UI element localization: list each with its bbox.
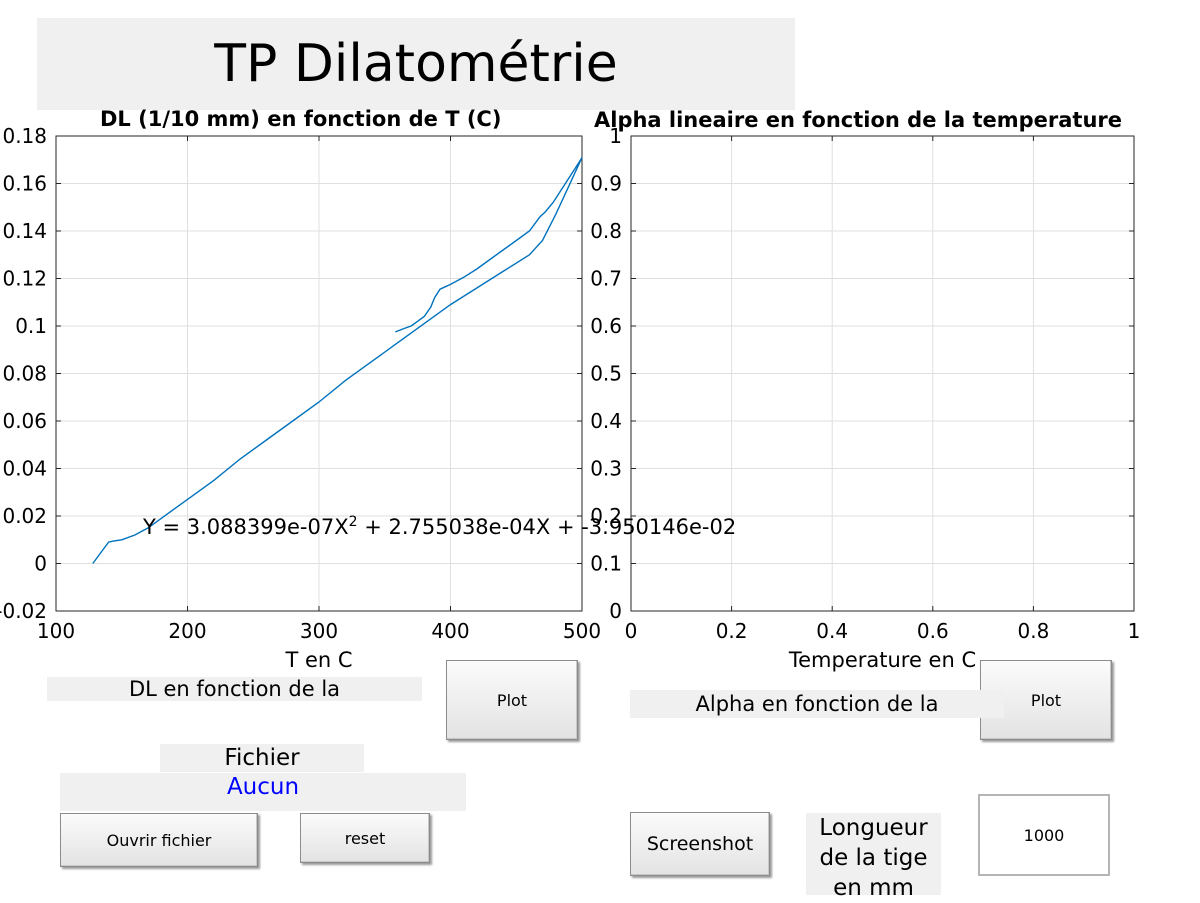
alpha-ytick-label-6: 0.6 (590, 314, 622, 338)
left-axes-title: DL (1/10 mm) en fonction de T (C) (100, 107, 502, 131)
screenshot-button[interactable]: Screenshot (630, 812, 770, 876)
app-title: TP Dilatométrie (214, 34, 618, 94)
length-label-line1: Longueur (819, 815, 928, 841)
alpha-xlabel: Temperature en C (788, 648, 976, 672)
length-label-line2: de la tige (819, 845, 928, 871)
open-file-button[interactable]: Ouvrir fichier (60, 813, 258, 867)
dl-label-panel: DL en fonction de la (47, 677, 422, 701)
dl-ytick-label-5: 0.08 (2, 362, 47, 386)
file-label: Fichier (224, 745, 300, 771)
alpha-ytick-label-9: 0.9 (590, 172, 622, 196)
file-name: Aucun (226, 774, 300, 800)
alpha-xtick-label-0: 0 (625, 619, 638, 643)
dl-ytick-label-3: 0.04 (2, 457, 47, 481)
alpha-ytick-label-5: 0.5 (590, 362, 622, 386)
dl-ytick-label-10: 0.18 (2, 124, 47, 148)
alpha-ytick-label-7: 0.7 (590, 267, 622, 291)
app-title-panel: TP Dilatométrie (37, 18, 795, 110)
alpha-ytick-label-4: 0.4 (590, 409, 622, 433)
fit-equation-exponent: 2 (348, 514, 358, 530)
length-label-panel: Longueur de la tige en mm (806, 813, 941, 901)
alpha-ytick-label-8: 0.8 (590, 219, 622, 243)
alpha-xtick-label-2: 0.4 (816, 619, 848, 643)
dl-ytick-label-6: 0.1 (15, 314, 47, 338)
alpha-label-panel: Alpha en fonction de la (630, 690, 1004, 718)
dl-xtick-label-0: 100 (37, 619, 75, 643)
length-label-line3: en mm (833, 875, 914, 901)
dl-ytick-label-2: 0.02 (2, 504, 47, 528)
reset-button[interactable]: reset (300, 813, 430, 863)
alpha-ytick-label-1: 0.1 (590, 552, 622, 576)
dl-ytick-label-9: 0.16 (2, 172, 47, 196)
right-axes-title: Alpha lineaire en fonction de la tempera… (594, 108, 1122, 132)
dl-xtick-label-1: 200 (168, 619, 206, 643)
dl-ytick-label-7: 0.12 (2, 267, 47, 291)
dl-ytick-label-0: -0.02 (0, 599, 47, 623)
dl-temperature-axes: 100 200 300 400 500 -0.02 0 0.02 0.04 0.06 0.08 0.1… (0, 124, 601, 672)
alpha-label: Alpha en fonction de la (695, 692, 939, 716)
length-input[interactable] (980, 824, 1108, 846)
file-label-panel: Fichier (160, 744, 364, 772)
dl-label: DL en fonction de la (128, 677, 341, 701)
length-label: Longueur de la tige en mm (806, 813, 941, 903)
fit-equation-tail: + 2.755038e-04X + -3.950146e-02 (357, 515, 737, 539)
alpha-ytick-label-10: 1 (609, 124, 622, 148)
dl-ytick-label-1: 0 (34, 552, 47, 576)
plot-dl-button[interactable]: Plot (446, 660, 578, 740)
fit-equation-main: Y = 3.088399e-07X (143, 515, 349, 539)
alpha-ytick-label-2: 0.2 (590, 504, 622, 528)
fit-equation: Y = 3.088399e-07X2 + 2.755038e-04X + -3.… (143, 514, 736, 539)
dl-xtick-label-2: 300 (300, 619, 338, 643)
file-name-panel: Aucun (60, 773, 466, 811)
alpha-xtick-label-4: 0.8 (1017, 619, 1049, 643)
dl-series-0 (92, 157, 583, 564)
alpha-temperature-axes: 0 0.2 0.4 0.6 0.8 1 0 0.1 0.2 0.3 0.4 0.5 0.6 0.7 0.8 0… (590, 124, 1140, 672)
dl-xtick-label-4: 500 (563, 619, 601, 643)
alpha-xtick-label-5: 1 (1128, 619, 1141, 643)
alpha-xtick-label-3: 0.6 (917, 619, 949, 643)
alpha-ytick-label-3: 0.3 (590, 457, 622, 481)
length-input-box[interactable] (978, 794, 1110, 876)
dl-xtick-label-3: 400 (431, 619, 469, 643)
dl-ytick-label-4: 0.06 (2, 409, 47, 433)
dl-ytick-label-8: 0.14 (2, 219, 47, 243)
alpha-xtick-label-1: 0.2 (716, 619, 748, 643)
dl-xlabel: T en C (284, 648, 352, 672)
alpha-ytick-label-0: 0 (609, 599, 622, 623)
